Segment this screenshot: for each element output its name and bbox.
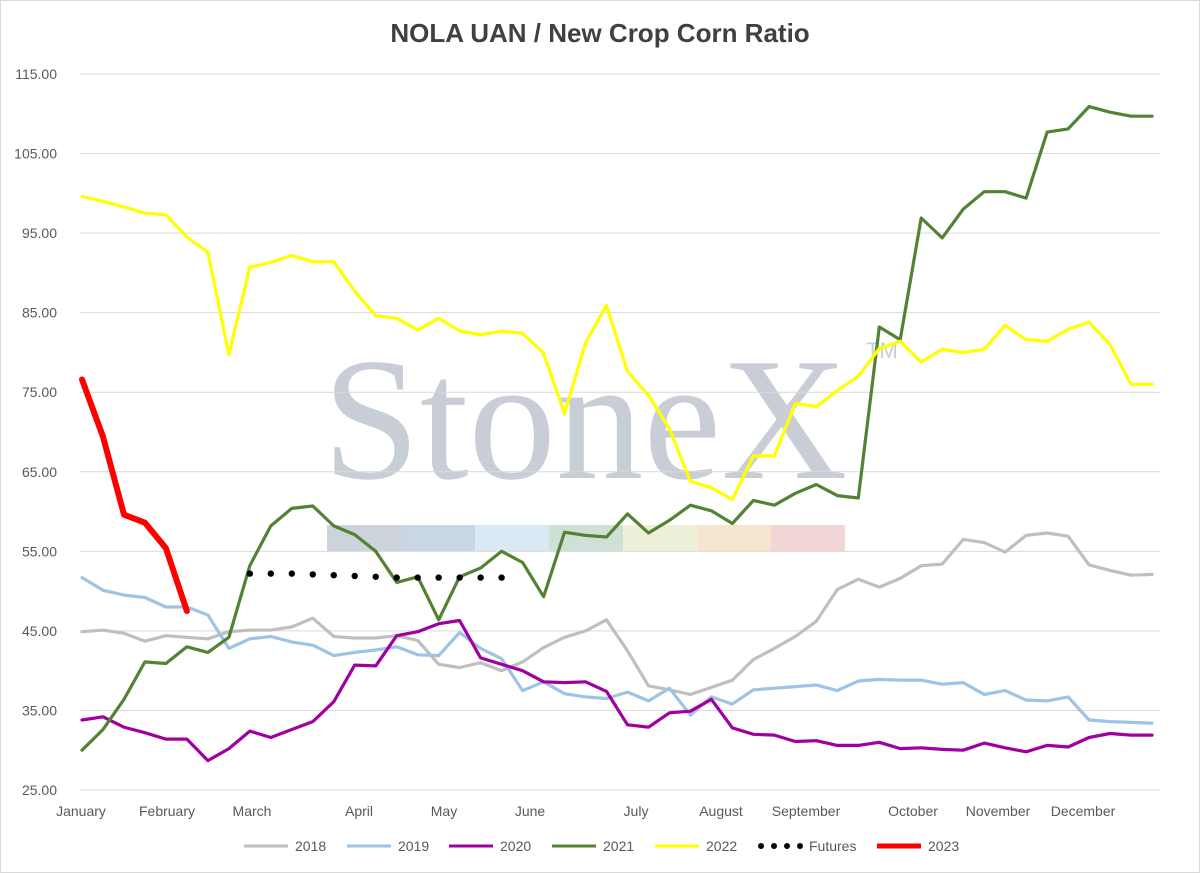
legend-label: 2023 bbox=[928, 838, 959, 854]
watermark-bar-2 bbox=[401, 525, 475, 551]
series-2021 bbox=[80, 104, 1154, 752]
legend-item-2023: 2023 bbox=[877, 838, 959, 854]
y-tick-label: 35.00 bbox=[22, 702, 57, 718]
series-2018-line bbox=[80, 531, 1154, 697]
watermark-bar-5 bbox=[623, 525, 697, 551]
y-tick-label: 85.00 bbox=[22, 305, 57, 321]
legend-item-2021: 2021 bbox=[552, 838, 634, 854]
legend-swatch bbox=[771, 843, 777, 849]
series-2018 bbox=[80, 531, 1154, 697]
y-tick-label: 95.00 bbox=[22, 225, 57, 241]
series-futures-point bbox=[246, 570, 254, 577]
series-2022 bbox=[80, 194, 1154, 502]
legend-label: Futures bbox=[809, 838, 856, 854]
series-2023 bbox=[79, 376, 190, 614]
legend-swatch bbox=[797, 843, 803, 849]
series-futures-point bbox=[372, 573, 379, 580]
legend-item-2020: 2020 bbox=[449, 838, 531, 854]
legend-label: 2018 bbox=[295, 838, 326, 854]
y-tick-label: 105.00 bbox=[14, 146, 57, 162]
x-tick-label: December bbox=[1051, 803, 1116, 819]
legend-swatch bbox=[784, 843, 790, 849]
x-tick-label: May bbox=[431, 803, 457, 819]
y-axis-ticks: 25.00 35.00 45.00 55.00 65.00 75.00 85.00 95.00… bbox=[14, 66, 57, 798]
legend-label: 2021 bbox=[603, 838, 634, 854]
x-tick-label: March bbox=[233, 803, 272, 819]
x-tick-label: April bbox=[345, 803, 373, 819]
watermark-bar-7 bbox=[771, 525, 845, 551]
series-futures-point bbox=[309, 571, 316, 578]
legend-item-2018: 2018 bbox=[244, 838, 326, 854]
watermark-bar-6 bbox=[697, 525, 771, 551]
legend-item-2019: 2019 bbox=[347, 838, 429, 854]
y-tick-label: 75.00 bbox=[22, 384, 57, 400]
series-2023-line bbox=[79, 376, 190, 614]
legend-swatch bbox=[758, 843, 764, 849]
series-futures-point bbox=[288, 570, 296, 577]
y-tick-label: 65.00 bbox=[22, 464, 57, 480]
watermark-text: StoneX bbox=[323, 322, 848, 516]
series-futures-point bbox=[498, 574, 505, 581]
legend-item-2022: 2022 bbox=[655, 838, 737, 854]
series-futures bbox=[246, 570, 505, 581]
y-tick-label: 25.00 bbox=[22, 782, 57, 798]
y-tick-label: 45.00 bbox=[22, 623, 57, 639]
series-futures-point bbox=[330, 572, 337, 579]
legend-label: 2022 bbox=[706, 838, 737, 854]
series-2022-line bbox=[80, 194, 1154, 502]
x-tick-label: February bbox=[139, 803, 195, 819]
series-futures-point bbox=[393, 574, 400, 581]
x-tick-label: July bbox=[624, 803, 649, 819]
series-2019-line bbox=[80, 575, 1154, 725]
series-2021-line bbox=[80, 104, 1154, 752]
x-axis-ticks: January February March April May June July Augu… bbox=[56, 803, 1116, 819]
chart-title: NOLA UAN / New Crop Corn Ratio bbox=[390, 18, 810, 48]
legend-label: 2019 bbox=[398, 838, 429, 854]
series-futures-point bbox=[435, 574, 442, 581]
gridlines bbox=[80, 73, 1160, 791]
series-2019 bbox=[80, 575, 1154, 725]
watermark-bar-3 bbox=[475, 525, 549, 551]
x-tick-label: January bbox=[56, 803, 106, 819]
series-2020-line bbox=[80, 618, 1154, 763]
series-futures-point bbox=[351, 572, 358, 580]
y-tick-label: 115.00 bbox=[15, 66, 57, 82]
x-tick-label: August bbox=[699, 803, 743, 819]
x-tick-label: June bbox=[515, 803, 546, 819]
series-2020 bbox=[80, 618, 1154, 763]
series-layer bbox=[79, 104, 1154, 763]
stonex-watermark: StoneX TM bbox=[323, 322, 898, 551]
legend: 2018 2019 2020 2021 2022 Futures 2023 bbox=[244, 838, 959, 854]
series-futures-point bbox=[267, 570, 275, 577]
x-tick-label: November bbox=[966, 803, 1031, 819]
legend-label: 2020 bbox=[500, 838, 531, 854]
legend-item-futures: Futures bbox=[758, 838, 856, 854]
series-futures-point bbox=[414, 574, 421, 581]
series-futures-point bbox=[477, 574, 484, 581]
series-futures-point bbox=[456, 574, 463, 581]
y-tick-label: 55.00 bbox=[22, 543, 57, 559]
x-tick-label: October bbox=[888, 803, 938, 819]
x-tick-label: September bbox=[772, 803, 841, 819]
